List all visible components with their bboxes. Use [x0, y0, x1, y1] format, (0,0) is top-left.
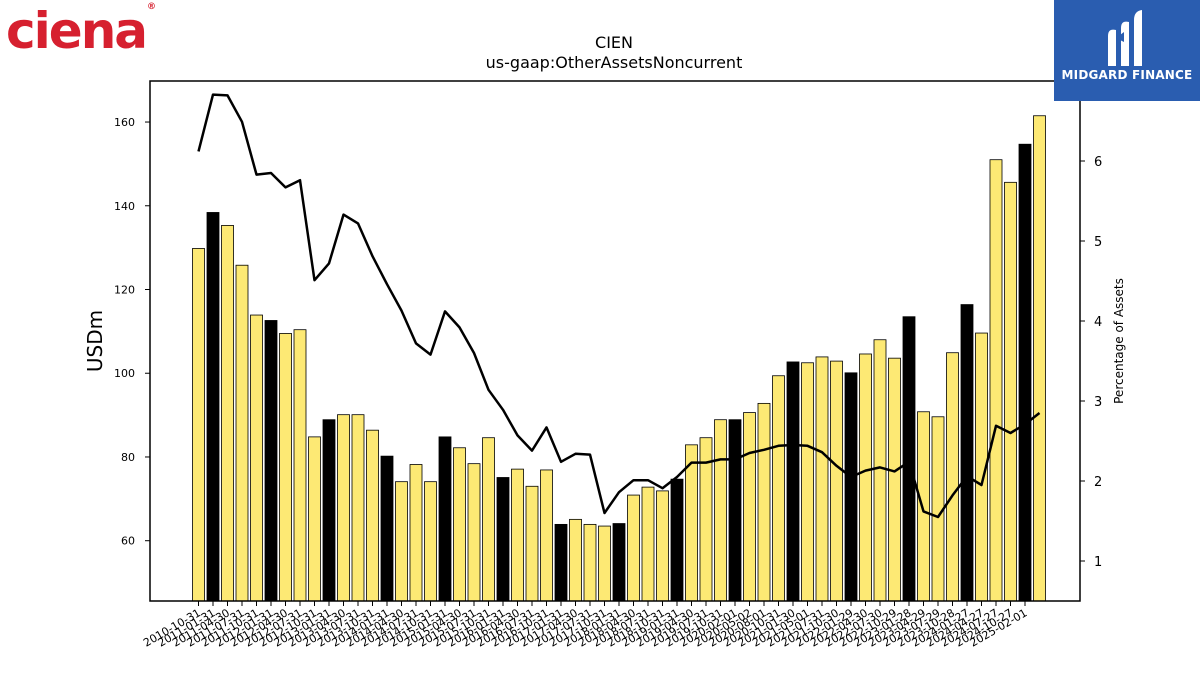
y-tick-label: 60: [121, 535, 135, 548]
bar: [815, 356, 829, 602]
bar: [482, 437, 495, 602]
bar: [293, 329, 307, 602]
y2-axis-label: Percentage of Assets: [1112, 278, 1126, 404]
bar: [206, 212, 220, 602]
bar: [250, 314, 263, 602]
percentage-line: [197, 93, 1041, 519]
bar: [351, 414, 365, 602]
bar: [496, 477, 510, 602]
bar: [366, 429, 379, 602]
y2-tick-label: 3: [1094, 395, 1102, 410]
bar: [801, 362, 814, 602]
bar: [453, 447, 466, 602]
bar: [902, 316, 916, 602]
bar: [917, 411, 930, 602]
bar: [409, 464, 423, 602]
bar: [888, 357, 901, 602]
ciena-logo-text: ciena: [6, 2, 148, 60]
plot-frame: [149, 80, 1081, 602]
y-tick-label: 120: [114, 284, 135, 297]
bar: [235, 264, 249, 602]
bar: [641, 486, 655, 602]
bar: [337, 414, 350, 602]
y-tick-label: 140: [114, 200, 135, 213]
bar: [873, 339, 887, 602]
bar: [656, 490, 669, 602]
bar: [583, 523, 597, 602]
bar: [438, 436, 452, 602]
y-axis-left: 60 80 100 120 140 160: [114, 116, 150, 548]
bar: [743, 412, 756, 602]
y-axis-right: 1 2 3 4 5 6: [1080, 155, 1102, 570]
bar: [989, 159, 1003, 602]
y2-tick-label: 6: [1094, 155, 1102, 170]
y-tick-label: 80: [121, 451, 135, 464]
bar: [569, 518, 582, 602]
bar: [322, 419, 336, 602]
bar: [844, 372, 858, 602]
bar: [786, 361, 800, 602]
bar: [554, 523, 568, 602]
bar: [627, 494, 640, 602]
bar: [946, 352, 959, 602]
y-tick-label: 100: [114, 367, 135, 380]
bar: [264, 320, 278, 602]
chart-subtitle: us-gaap:OtherAssetsNoncurrent: [486, 53, 743, 72]
chart-title: CIEN: [595, 33, 633, 52]
midgard-logo-text: MIDGARD FINANCE: [1061, 68, 1193, 82]
midgard-finance-logo: MIDGARD FINANCE: [1054, 0, 1200, 101]
bar: [670, 478, 684, 602]
y2-tick-label: 5: [1094, 235, 1102, 250]
bar: [772, 375, 785, 602]
bar: [1033, 115, 1046, 602]
bars: [192, 115, 1046, 602]
bar: [279, 333, 292, 602]
bar: [467, 463, 481, 602]
y-tick-label: 160: [114, 116, 135, 129]
bar: [380, 455, 394, 602]
y2-tick-label: 2: [1094, 475, 1102, 490]
bar: [424, 481, 437, 602]
bar: [192, 248, 205, 602]
bar: [395, 481, 408, 602]
bar: [1004, 181, 1017, 602]
bar: [714, 419, 727, 602]
bar: [830, 360, 843, 602]
y2-tick-label: 4: [1094, 315, 1102, 330]
midgard-mark-icon: [1108, 10, 1142, 67]
bar: [728, 419, 742, 602]
bar: [540, 469, 553, 602]
bar: [859, 353, 872, 602]
y-axis-label: USDm: [83, 310, 107, 372]
bar: [960, 304, 974, 602]
bar: [1018, 143, 1032, 602]
bar: [757, 402, 771, 602]
ciena-logo: ciena®: [6, 2, 157, 60]
bar: [612, 523, 626, 602]
percentage-line-path: [197, 93, 1041, 519]
bar: [221, 225, 234, 602]
bar: [308, 436, 321, 602]
y2-tick-label: 1: [1094, 555, 1102, 570]
x-axis: 2010-10-312011-01-312011-04-302011-07-31…: [141, 601, 1030, 650]
bar: [525, 485, 539, 602]
bar: [511, 468, 524, 602]
bar: [598, 525, 611, 602]
